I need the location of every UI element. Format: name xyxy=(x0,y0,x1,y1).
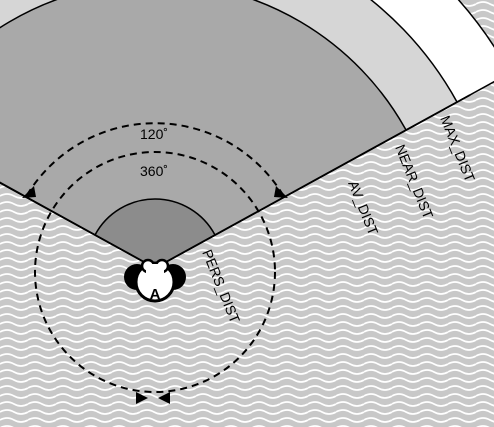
zone-av-dist xyxy=(0,0,408,269)
angle-label-360: 360˚ xyxy=(140,163,168,179)
agent-icon xyxy=(124,258,186,303)
angle-label-120: 120˚ xyxy=(140,126,168,142)
circle-360-arrow-left xyxy=(136,392,148,404)
right-boundary-ray xyxy=(154,94,471,269)
circle-360-arrow-right xyxy=(158,392,170,404)
agent-label: A xyxy=(150,286,161,303)
arc-120-arrow-right xyxy=(274,186,288,198)
circle-360-degrees xyxy=(34,151,276,393)
arc-120-arrow-left xyxy=(22,186,36,198)
left-boundary-ray xyxy=(0,181,156,269)
